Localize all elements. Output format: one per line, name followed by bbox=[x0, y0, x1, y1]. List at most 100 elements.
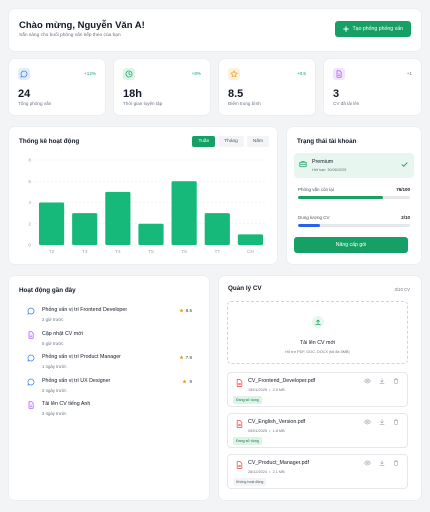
activity-score-value: 7.8 bbox=[185, 355, 192, 360]
stat-card-practice-time: +8% 18h Thời gian luyện tập bbox=[114, 59, 210, 115]
plan-name: Premium bbox=[312, 159, 334, 165]
cv-status-badge: Không hoạt động bbox=[233, 478, 267, 486]
account-status-title: Trạng thái tài khoản bbox=[297, 138, 357, 145]
activity-title: Cập nhật CV mới bbox=[42, 330, 83, 337]
cv-file-actions bbox=[364, 378, 399, 384]
stat-delta: +1 bbox=[406, 71, 412, 76]
cv-file-meta: 15/01/2025 • 2.5 MB bbox=[248, 388, 285, 392]
cv-file-size: 2.1 MB bbox=[272, 470, 285, 474]
eye-icon[interactable] bbox=[364, 378, 371, 384]
activity-time: 2 ngày trước bbox=[42, 387, 67, 393]
stat-card-average-score: +0.5 8.5 Điểm trung bình bbox=[219, 59, 315, 115]
account-status-card: Trạng thái tài khoản Premium Hết hạn: 30… bbox=[287, 127, 421, 264]
cv-manager-card: Quản lý CV 3/10 CV Tải lên CV mới Hỗ trợ… bbox=[219, 276, 421, 500]
chat-icon bbox=[27, 307, 35, 315]
y-tick-label: 0 bbox=[28, 243, 31, 249]
chart-title: Thống kê hoạt động bbox=[19, 138, 80, 145]
pdf-file-icon bbox=[236, 420, 243, 428]
stat-value: 8.5 bbox=[228, 88, 244, 100]
y-tick-label: 6 bbox=[28, 179, 31, 185]
create-interview-button[interactable]: Tạo phỏng phỏng vấn bbox=[334, 21, 411, 37]
upload-hint: Hỗ trợ PDF, DOC, DOCX (tối đa 5MB) bbox=[285, 350, 350, 354]
activity-title: Phỏng vấn vị trí Product Manager bbox=[42, 354, 121, 360]
activity-bar-chart: 0 2 4 6 8 T2 T3 T4 T5 T6 T7 CN bbox=[28, 158, 267, 255]
activity-item[interactable]: Phỏng vấn vị trí UX Designer 2 ngày trước… bbox=[27, 377, 197, 399]
activity-score: 7.8 bbox=[179, 355, 192, 360]
quota-progress-fill bbox=[298, 196, 384, 199]
quota-interviews: Phỏng vấn còn lại 76/100 bbox=[298, 187, 410, 199]
upload-title: Tải lên CV mới bbox=[299, 340, 336, 346]
stat-label: CV đã tải lên bbox=[333, 101, 360, 106]
cv-file-item: CV_Frontend_Developer.pdf 15/01/2025 • 2.… bbox=[227, 372, 408, 407]
stat-value: 3 bbox=[333, 88, 340, 100]
tab-week[interactable]: Tuần bbox=[192, 136, 216, 147]
trash-icon[interactable] bbox=[393, 419, 399, 425]
cv-upload-dropzone[interactable]: Tải lên CV mới Hỗ trợ PDF, DOC, DOCX (tố… bbox=[227, 301, 408, 364]
plan-expiry: Hết hạn: 30/06/2025 bbox=[312, 168, 347, 172]
chat-icon bbox=[18, 68, 30, 80]
pdf-file-icon bbox=[236, 461, 243, 469]
activity-score-value: 9 bbox=[189, 378, 192, 384]
x-tick-label: T6 bbox=[181, 249, 187, 255]
cv-file-item: CV_Product_Manager.pdf 28/12/2024 • 2.1 M… bbox=[227, 454, 408, 489]
briefcase-icon bbox=[299, 160, 307, 168]
activity-item[interactable]: Phỏng vấn vị trí Frontend Developer 2 giờ… bbox=[27, 306, 197, 328]
cv-file-meta: 28/12/2024 • 2.1 MB bbox=[248, 470, 285, 474]
x-tick-label: T4 bbox=[115, 249, 121, 255]
activity-time: 5 giờ trước bbox=[42, 340, 64, 346]
activity-score-value: 8.5 bbox=[185, 308, 192, 313]
activity-item[interactable]: Phỏng vấn vị trí Product Manager 1 ngày t… bbox=[27, 353, 197, 375]
cv-file-actions bbox=[364, 460, 399, 466]
clock-icon bbox=[123, 68, 135, 80]
cv-file-date: 05/01/2025 bbox=[248, 429, 268, 433]
period-tabs: Tuần Tháng Năm bbox=[192, 136, 269, 147]
cv-status-badge: Đang sử dụng bbox=[233, 396, 262, 404]
cv-file-date: 15/01/2025 bbox=[248, 388, 268, 392]
welcome-header: Chào mừng, Nguyễn Văn A! Sẵn sàng cho bu… bbox=[9, 9, 421, 51]
stat-delta: +8% bbox=[191, 71, 201, 76]
activity-time: 2 giờ trước bbox=[42, 317, 64, 322]
trash-icon[interactable] bbox=[393, 460, 399, 466]
x-tick-label: T5 bbox=[148, 249, 154, 255]
star-icon bbox=[179, 308, 184, 313]
activity-score: 9 bbox=[182, 379, 192, 384]
activity-title: Tải lên CV tiếng Anh bbox=[42, 401, 91, 407]
check-icon bbox=[401, 161, 408, 168]
eye-icon[interactable] bbox=[364, 460, 371, 466]
x-tick-label: T3 bbox=[82, 249, 88, 255]
upgrade-plan-button[interactable]: Nâng cấp gói bbox=[294, 237, 408, 253]
download-icon[interactable] bbox=[379, 419, 385, 425]
quota-progress-bar bbox=[298, 196, 410, 199]
recent-activity-title: Hoạt động gần đây bbox=[19, 287, 76, 294]
activity-item[interactable]: Tải lên CV tiếng Anh 3 ngày trước bbox=[27, 400, 197, 422]
y-tick-label: 8 bbox=[28, 158, 31, 164]
trash-icon[interactable] bbox=[393, 378, 399, 384]
upload-icon bbox=[312, 316, 324, 328]
tab-month[interactable]: Tháng bbox=[218, 136, 244, 147]
document-icon bbox=[333, 68, 345, 80]
quota-label: Phỏng vấn còn lại bbox=[298, 187, 334, 192]
document-icon bbox=[27, 401, 35, 409]
page-subtitle: Sẵn sàng cho buổi phỏng vấn tiếp theo củ… bbox=[19, 33, 121, 38]
cv-file-actions bbox=[364, 419, 399, 425]
chart-bar bbox=[171, 181, 197, 245]
star-icon bbox=[182, 379, 187, 384]
stat-card-interviews: +12% 24 Tổng phỏng vấn bbox=[9, 59, 105, 115]
quota-label: Dung lượng CV bbox=[298, 215, 330, 220]
y-tick-label: 2 bbox=[28, 221, 31, 227]
chart-bar bbox=[237, 234, 264, 245]
cv-file-item: CV_English_Version.pdf 05/01/2025 • 1.8 M… bbox=[227, 413, 408, 448]
activity-item[interactable]: Cập nhật CV mới 5 giờ trước bbox=[27, 330, 197, 352]
cv-file-name: CV_Product_Manager.pdf bbox=[248, 460, 309, 466]
tab-year[interactable]: Năm bbox=[246, 136, 269, 147]
stat-label: Tổng phỏng vấn bbox=[18, 101, 52, 106]
download-icon[interactable] bbox=[379, 460, 385, 466]
chat-icon bbox=[27, 378, 35, 386]
download-icon[interactable] bbox=[379, 378, 385, 384]
pdf-file-icon bbox=[236, 379, 243, 387]
stat-label: Điểm trung bình bbox=[228, 101, 261, 106]
eye-icon[interactable] bbox=[364, 419, 371, 425]
cv-file-name: CV_Frontend_Developer.pdf bbox=[248, 378, 316, 384]
stat-value: 24 bbox=[18, 88, 31, 100]
create-interview-label: Tạo phỏng phỏng vấn bbox=[352, 26, 403, 32]
